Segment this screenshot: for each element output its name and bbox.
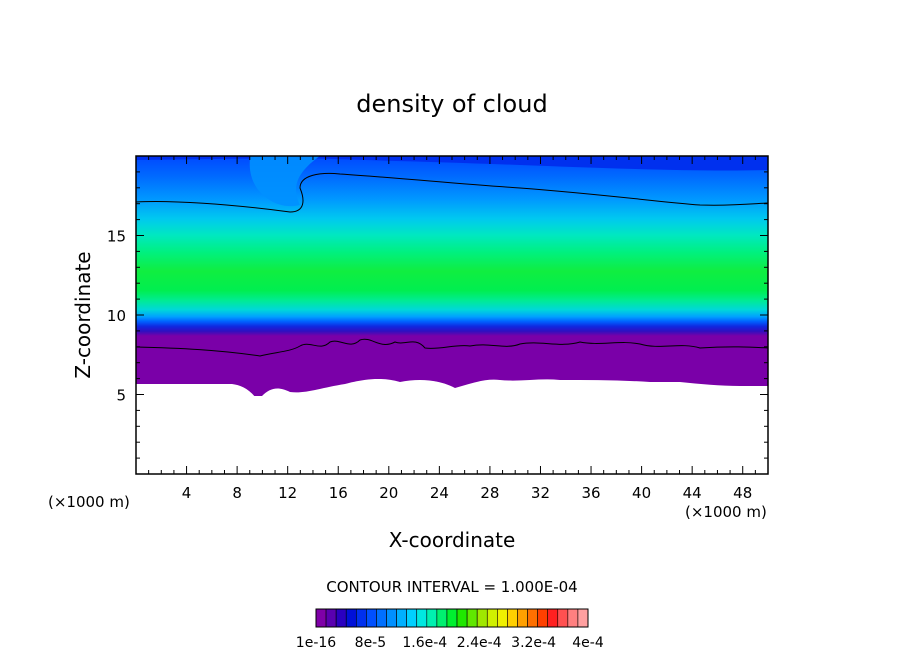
colorbar-swatch bbox=[577, 608, 589, 628]
x-unit-left: (×1000 m) bbox=[48, 493, 130, 511]
x-axis: 4 8 12 16 20 24 28 32 36 40 44 48 bbox=[148, 156, 756, 502]
x-unit-right: (×1000 m) bbox=[685, 503, 767, 521]
colorbar-label: 8e-5 bbox=[355, 635, 386, 651]
colorbar-swatch bbox=[537, 608, 549, 628]
contour-line-lower bbox=[136, 338, 768, 357]
colorbar-swatch bbox=[325, 608, 337, 628]
colorbar-label: 1e-16 bbox=[296, 635, 336, 651]
colorbar-swatch bbox=[507, 608, 518, 628]
chart-title: density of cloud bbox=[356, 90, 547, 118]
colorbar bbox=[315, 608, 589, 628]
colorbar-swatch bbox=[345, 608, 357, 628]
y-axis: 5 10 15 bbox=[107, 171, 768, 459]
contour-interval-label: CONTOUR INTERVAL = 1.000E-04 bbox=[326, 578, 577, 596]
colorbar-swatch bbox=[406, 608, 418, 628]
colorbar-swatch bbox=[486, 608, 498, 628]
x-tick-label: 28 bbox=[480, 484, 499, 502]
colorbar-swatch bbox=[567, 608, 579, 628]
x-tick-label: 16 bbox=[329, 484, 348, 502]
x-tick-label: 4 bbox=[182, 484, 192, 502]
y-tick-label: 15 bbox=[107, 228, 126, 246]
x-axis-label: X-coordinate bbox=[389, 528, 516, 552]
y-axis-label: Z-coordinate bbox=[71, 251, 95, 378]
colorbar-swatch bbox=[557, 608, 569, 628]
colorbar-swatch bbox=[446, 608, 458, 628]
colorbar-swatch bbox=[355, 608, 367, 628]
colorbar-labels: 1e-16 8e-5 1.6e-4 2.4e-4 3.2e-4 4e-4 bbox=[296, 635, 604, 651]
y-tick-label: 10 bbox=[107, 307, 126, 325]
colorbar-swatch bbox=[476, 608, 488, 628]
contour-field bbox=[136, 156, 768, 474]
colorbar-label: 4e-4 bbox=[572, 635, 604, 651]
x-tick-label: 12 bbox=[278, 484, 297, 502]
colorbar-swatch bbox=[396, 608, 407, 628]
colorbar-swatch bbox=[426, 608, 438, 628]
x-tick-label: 24 bbox=[430, 484, 449, 502]
colorbar-swatch bbox=[386, 608, 397, 628]
x-tick-label: 20 bbox=[379, 484, 398, 502]
colorbar-swatch bbox=[376, 608, 387, 628]
colorbar-swatch bbox=[547, 608, 559, 628]
colorbar-frame bbox=[315, 608, 589, 628]
x-tick-label: 32 bbox=[531, 484, 550, 502]
y-tick-label: 5 bbox=[116, 387, 126, 405]
colorbar-swatch bbox=[436, 608, 448, 628]
below-cloud-white bbox=[136, 378, 768, 474]
colorbar-swatch bbox=[335, 608, 347, 628]
colorbar-swatch bbox=[517, 608, 528, 628]
colorbar-swatch bbox=[456, 608, 468, 628]
x-tick-label: 8 bbox=[232, 484, 242, 502]
upper-light-tongue bbox=[249, 156, 320, 207]
colorbar-swatch bbox=[315, 608, 327, 628]
x-tick-label: 40 bbox=[632, 484, 651, 502]
colorbar-label: 2.4e-4 bbox=[457, 635, 502, 651]
contour-line-upper bbox=[136, 172, 768, 213]
colorbar-swatch bbox=[497, 608, 508, 628]
colorbar-swatch bbox=[366, 608, 377, 628]
colorbar-label: 3.2e-4 bbox=[511, 635, 556, 651]
colorbar-swatch bbox=[527, 608, 538, 628]
colorbar-swatch bbox=[466, 608, 478, 628]
colorbar-label: 1.6e-4 bbox=[402, 635, 447, 651]
x-tick-label: 48 bbox=[733, 484, 752, 502]
colorbar-swatch bbox=[416, 608, 428, 628]
upper-dark-band bbox=[136, 156, 768, 171]
x-tick-label: 44 bbox=[683, 484, 702, 502]
field-fill bbox=[136, 156, 768, 396]
x-tick-label: 36 bbox=[581, 484, 600, 502]
